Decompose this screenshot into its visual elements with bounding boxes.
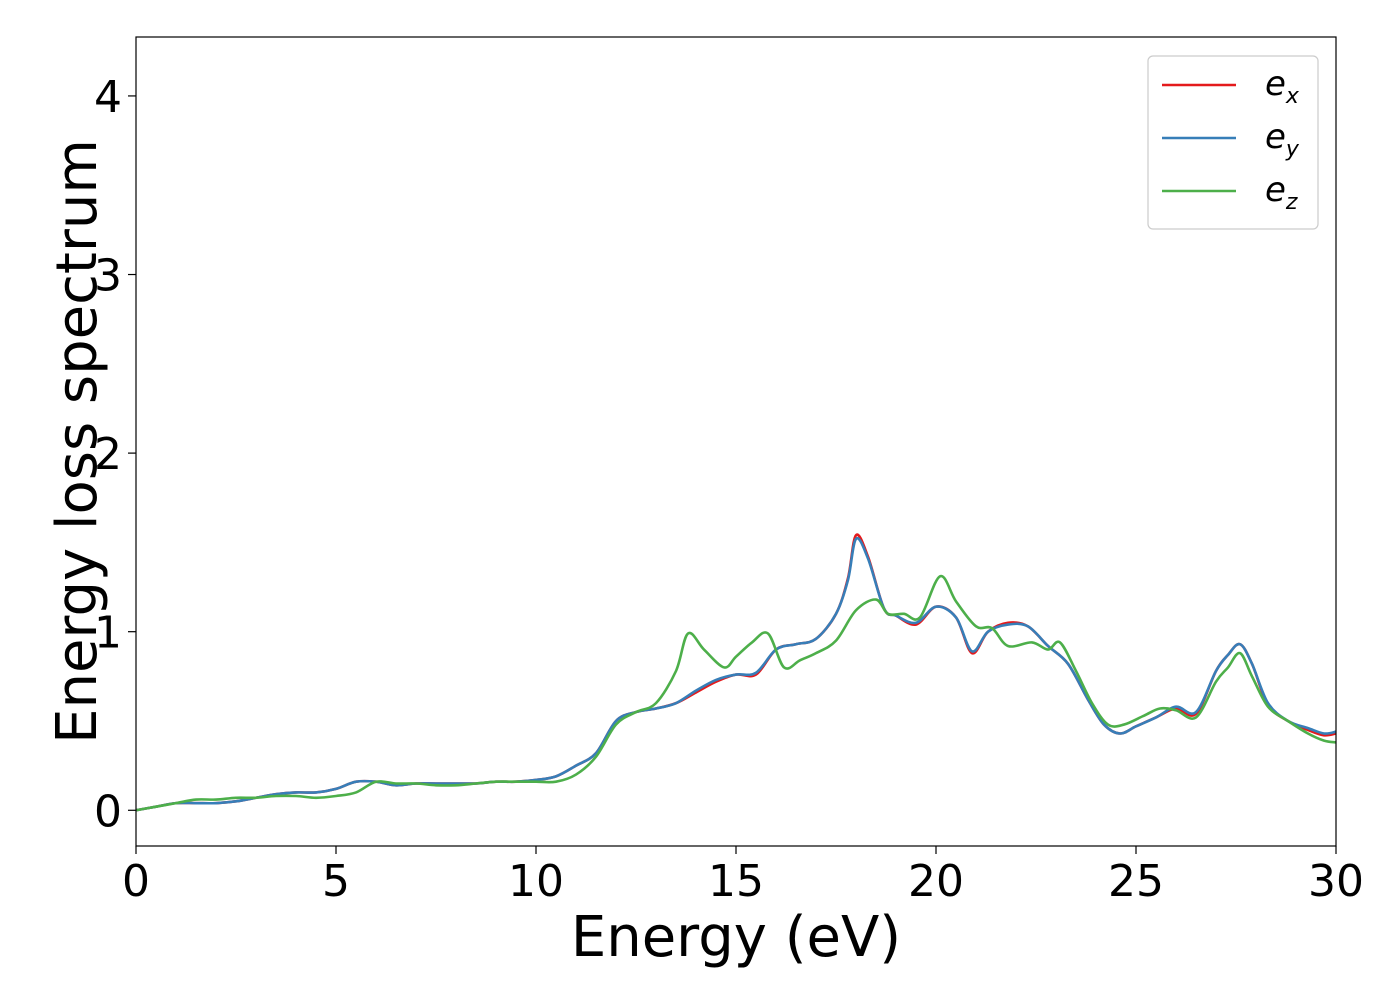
x-tick-label: 30: [1308, 856, 1364, 907]
series-line-y: [135, 536, 1337, 812]
legend-label-x: ex: [1265, 64, 1300, 109]
legend-label-z: ez: [1265, 170, 1298, 215]
x-tick-label: 10: [508, 856, 564, 907]
x-axis-ticks: 0 5 10 15 20 25 30: [122, 846, 1364, 907]
series-line-z: [135, 574, 1337, 812]
x-tick-label: 20: [908, 856, 964, 907]
y-axis-ticks: 0 1 2 3 4: [94, 72, 136, 837]
x-axis-title: Energy (eV): [571, 905, 901, 970]
plot-lines: [135, 533, 1337, 812]
x-tick-label: 25: [1108, 856, 1164, 907]
legend-box: [1147, 55, 1319, 230]
y-tick-label: 1: [94, 608, 122, 659]
y-tick-label: 3: [94, 251, 122, 302]
legend: ex ey ez: [1147, 55, 1319, 230]
y-tick-label: 2: [94, 429, 122, 480]
y-tick-label: 4: [94, 72, 122, 123]
x-tick-label: 15: [708, 856, 764, 907]
y-axis-title: Energy loss spectrum: [45, 139, 110, 744]
legend-label-y: ey: [1265, 117, 1300, 162]
x-tick-label: 0: [122, 856, 150, 907]
y-tick-label: 0: [94, 786, 122, 837]
x-tick-label: 5: [322, 856, 350, 907]
